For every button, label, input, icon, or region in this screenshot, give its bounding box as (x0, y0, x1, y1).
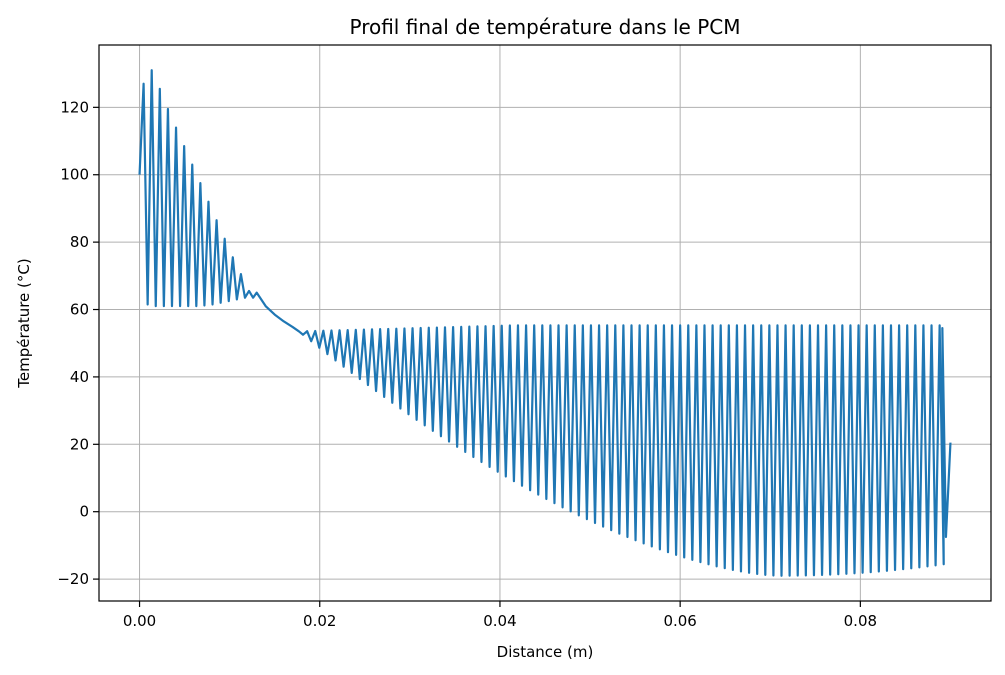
y-tick-label: 20 (70, 435, 89, 453)
x-tick-label: 0.00 (123, 612, 156, 630)
series-line (138, 69, 952, 577)
y-tick-label: 0 (79, 503, 89, 521)
y-tick-label: 60 (70, 301, 89, 319)
chart-title: Profil final de température dans le PCM (349, 15, 740, 39)
y-tick-label: 100 (60, 166, 89, 184)
x-tick-label: 0.08 (844, 612, 877, 630)
x-axis-label: Distance (m) (497, 643, 594, 661)
x-tick-label: 0.04 (483, 612, 516, 630)
y-tick-label: 40 (70, 368, 89, 386)
y-tick-label: −20 (57, 570, 89, 588)
line-layer (138, 69, 952, 577)
y-tick-label: 120 (60, 98, 89, 116)
y-ticks: −20 0 20 40 60 80 100 120 (57, 98, 99, 588)
x-ticks: 0.00 0.02 0.04 0.06 0.08 (123, 601, 877, 630)
plot-frame (98, 44, 992, 602)
x-tick-label: 0.02 (303, 612, 336, 630)
grid (99, 45, 991, 601)
x-tick-label: 0.06 (663, 612, 696, 630)
y-tick-label: 80 (70, 233, 89, 251)
y-axis-label: Température (°C) (15, 258, 33, 388)
